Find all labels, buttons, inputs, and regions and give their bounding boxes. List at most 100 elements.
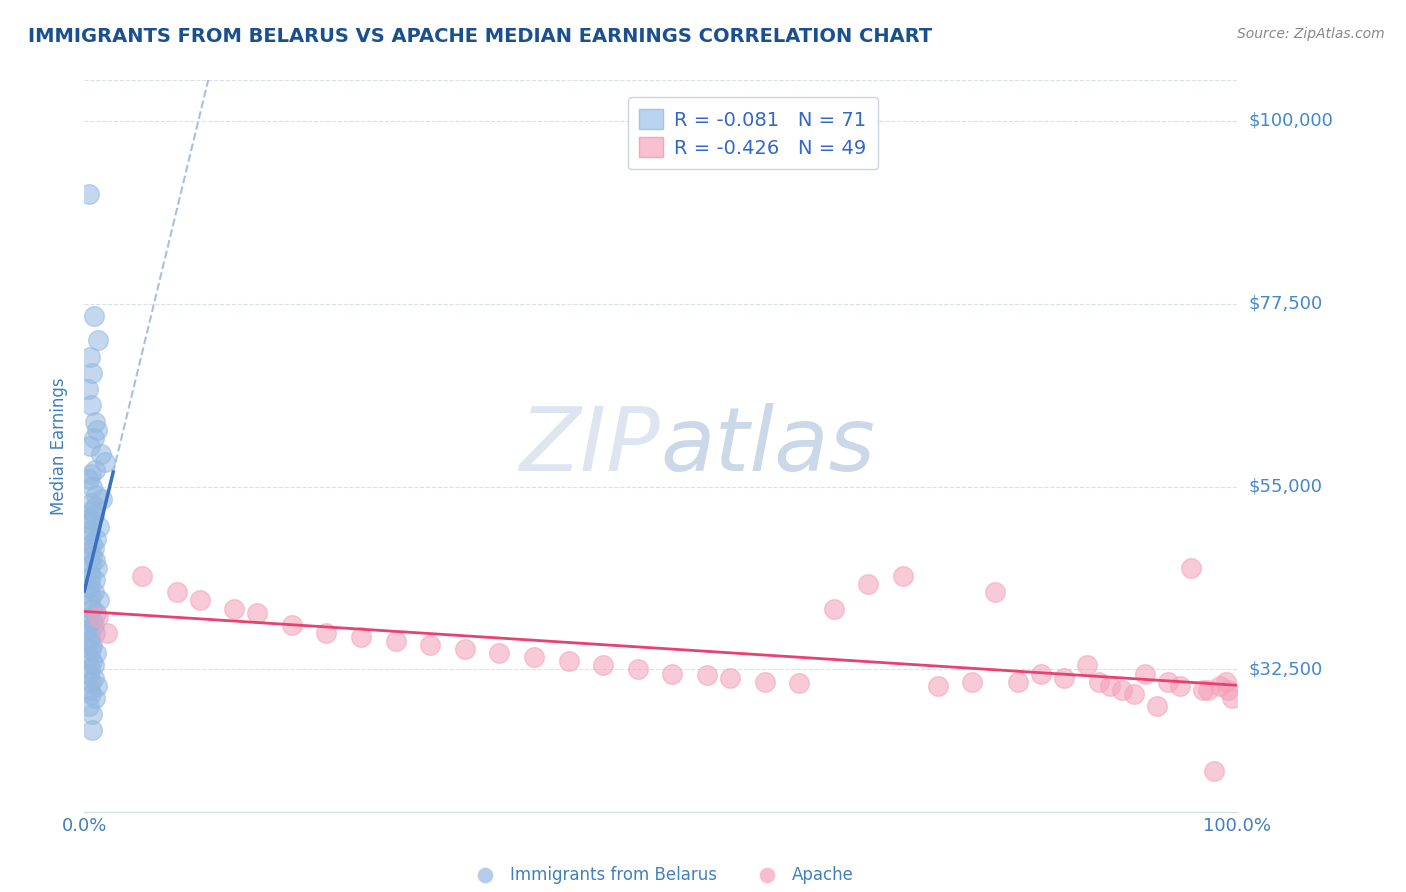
Point <box>77 650 100 665</box>
Point <box>718 671 741 685</box>
Point <box>79 350 101 364</box>
Point <box>83 500 105 514</box>
Point <box>83 508 105 522</box>
Point <box>83 541 105 555</box>
Point <box>1007 674 1029 689</box>
Point <box>1216 682 1239 697</box>
Point <box>83 553 105 567</box>
Point <box>77 516 100 531</box>
Point <box>1133 666 1156 681</box>
Point <box>419 638 441 652</box>
Point <box>80 398 103 412</box>
Point <box>80 642 103 657</box>
Point <box>188 593 211 607</box>
Point <box>83 671 105 685</box>
Point <box>454 642 477 657</box>
Point <box>80 687 103 701</box>
Point <box>80 557 103 571</box>
Point <box>84 646 107 660</box>
Point <box>627 663 650 677</box>
Point <box>696 668 718 682</box>
Point <box>1191 682 1213 697</box>
Point <box>79 634 101 648</box>
Point <box>77 666 100 681</box>
Point <box>1168 679 1191 693</box>
Point <box>86 679 108 693</box>
Point <box>77 622 100 636</box>
Point <box>79 598 101 612</box>
Point <box>87 609 110 624</box>
Legend: Immigrants from Belarus, Apache: Immigrants from Belarus, Apache <box>461 860 860 891</box>
Text: $32,500: $32,500 <box>1249 660 1323 679</box>
Point <box>84 488 107 502</box>
Point <box>523 650 546 665</box>
Point <box>79 528 101 542</box>
Point <box>1122 687 1144 701</box>
Point <box>82 549 104 563</box>
Point <box>592 658 614 673</box>
Point <box>384 634 406 648</box>
Point <box>858 577 880 591</box>
Point <box>83 617 105 632</box>
Point <box>960 674 983 689</box>
Point <box>246 606 269 620</box>
Y-axis label: Median Earnings: Median Earnings <box>51 377 69 515</box>
Point <box>1111 682 1133 697</box>
Point <box>661 666 683 681</box>
Point <box>557 654 579 668</box>
Point <box>89 520 111 534</box>
Point <box>787 676 810 690</box>
Point <box>83 626 105 640</box>
Point <box>84 533 107 547</box>
Point <box>1146 699 1168 714</box>
Point <box>76 609 98 624</box>
Point <box>1215 674 1237 689</box>
Point <box>82 723 104 738</box>
Point <box>79 544 101 558</box>
Point <box>82 614 104 628</box>
Point <box>82 654 104 668</box>
Point <box>823 601 845 615</box>
Text: $77,500: $77,500 <box>1249 294 1323 313</box>
Point <box>350 630 373 644</box>
Point <box>224 601 246 615</box>
Point <box>984 585 1007 599</box>
Point <box>315 626 337 640</box>
Point <box>1076 658 1098 673</box>
Point <box>82 536 104 550</box>
Point <box>82 707 104 722</box>
Point <box>77 565 100 579</box>
Point <box>79 630 101 644</box>
Point <box>131 569 153 583</box>
Text: Source: ZipAtlas.com: Source: ZipAtlas.com <box>1237 27 1385 41</box>
Text: IMMIGRANTS FROM BELARUS VS APACHE MEDIAN EARNINGS CORRELATION CHART: IMMIGRANTS FROM BELARUS VS APACHE MEDIAN… <box>28 27 932 45</box>
Point <box>94 455 117 469</box>
Point <box>83 415 105 429</box>
Point <box>754 674 776 689</box>
Point <box>1157 674 1180 689</box>
Text: $55,000: $55,000 <box>1249 477 1323 496</box>
Text: ZIP: ZIP <box>520 403 661 489</box>
Point <box>82 366 104 380</box>
Point <box>76 382 98 396</box>
Point <box>80 496 103 510</box>
Text: atlas: atlas <box>661 403 876 489</box>
Text: $100,000: $100,000 <box>1249 112 1333 130</box>
Point <box>83 690 105 705</box>
Point <box>77 699 100 714</box>
Point <box>86 561 108 575</box>
Point <box>79 577 101 591</box>
Point <box>83 573 105 587</box>
Point <box>83 309 105 323</box>
Point <box>82 504 104 518</box>
Point <box>488 646 510 660</box>
Point <box>82 480 104 494</box>
Point <box>83 431 105 445</box>
Point <box>80 467 103 482</box>
Point <box>89 593 111 607</box>
Point <box>79 512 101 526</box>
Point <box>1053 671 1076 685</box>
Point <box>80 590 103 604</box>
Point <box>89 447 111 461</box>
Point <box>82 638 104 652</box>
